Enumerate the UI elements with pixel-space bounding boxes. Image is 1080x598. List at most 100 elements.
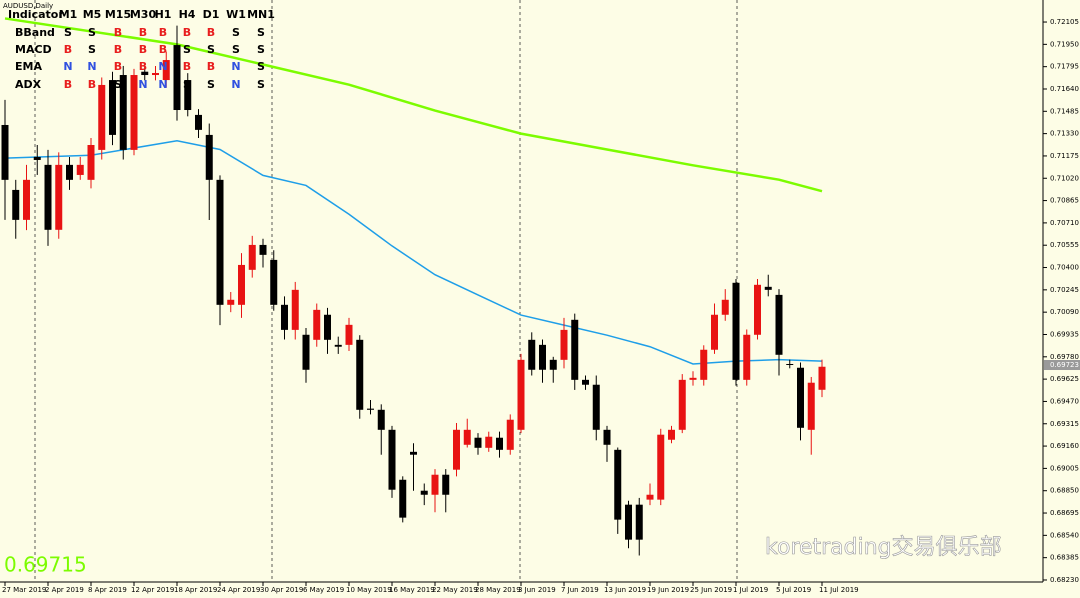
signal: B [207,26,215,39]
signal: S [183,78,191,91]
indicator-name: MACD [15,43,52,56]
candle-body [818,366,826,390]
y-tick-label: 0.70400 [1050,264,1079,272]
candle-body [625,504,632,540]
candle-body [98,84,106,150]
signal: N [158,60,167,73]
candle-body [87,144,95,180]
candle-body [162,60,170,81]
signal: S [257,60,265,73]
candle-body [238,264,245,305]
x-tick-label: 3 Jun 2019 [518,586,556,594]
candle-body [582,379,589,385]
indicator-name: ADX [15,78,42,91]
signal: B [114,26,122,39]
candle-body [592,384,600,430]
candle-body [689,377,697,380]
y-tick-label: 0.69935 [1050,330,1079,338]
signal: B [88,78,96,91]
candle-body [367,408,374,410]
candle-body [55,164,63,230]
candle-body [463,429,471,445]
y-tick-label: 0.70555 [1050,241,1079,249]
candle-body [743,334,751,380]
candle-body [517,359,525,430]
signal: S [207,43,215,56]
candle-body [549,359,557,370]
x-tick-label: 1 Jul 2019 [733,586,768,594]
signal: S [88,43,96,56]
x-tick-label: 13 Jun 2019 [604,586,646,594]
y-tick-label: 0.69315 [1050,420,1079,428]
candle-body [807,382,815,430]
signal: S [88,26,96,39]
signal: N [231,60,240,73]
candle-body [754,284,761,335]
y-tick-label: 0.71330 [1050,130,1079,138]
candle-body [1,124,9,180]
signal: B [183,26,191,39]
signal: S [183,43,191,56]
candle-body [711,314,718,350]
candle-body [786,364,794,366]
x-tick-label: 22 May 2019 [432,586,478,594]
x-tick-label: 25 Jun 2019 [690,586,732,594]
y-tick-label: 0.69005 [1050,464,1079,472]
candle-body [324,314,331,340]
signal: B [207,60,215,73]
y-tick-label: 0.69470 [1050,397,1079,405]
candle-body [539,344,546,370]
y-tick-label: 0.69160 [1050,442,1079,450]
signal: B [114,43,122,56]
last-price-box [1044,360,1080,371]
x-tick-label: 12 Apr 2019 [131,586,174,594]
table-header: MN1 [247,8,275,21]
y-tick-label: 0.71640 [1050,85,1079,93]
candle-body [646,494,654,500]
candle-body [410,451,417,455]
candle-body [184,80,192,111]
y-tick-label: 0.68385 [1050,554,1079,562]
moving-average [4,17,823,193]
x-tick-label: 30 Apr 2019 [260,586,303,594]
indicator-name: EMA [15,60,42,73]
x-tick-label: 2 Apr 2019 [45,586,84,594]
candle-body [721,299,729,315]
candle-body [377,409,385,430]
signal: B [114,60,122,73]
candle-body [281,304,288,330]
y-tick-label: 0.69780 [1050,353,1079,361]
candle-body [431,474,439,495]
y-tick-label: 0.71175 [1050,152,1079,160]
candle-body [732,282,740,380]
y-tick-label: 0.68695 [1050,509,1079,517]
table-header: M30 [130,8,157,21]
table-header: M15 [105,8,131,21]
y-tick-label: 0.68850 [1050,487,1079,495]
signal: N [138,78,147,91]
watermark: koretrading交易俱乐部 [765,535,1002,560]
candle-body [657,434,665,500]
candle-body [66,164,73,180]
candle-body [635,504,643,540]
last-price-label: 0.69723 [1050,361,1079,369]
candle-body [399,479,407,518]
candle-body [764,286,772,290]
candle-body [109,80,116,135]
candle-body [571,319,579,380]
x-tick-label: 6 May 2019 [303,586,344,594]
signal: B [64,78,72,91]
candle-body [44,164,52,230]
x-tick-label: 7 Jun 2019 [561,586,599,594]
candle-body [23,179,30,220]
x-tick-label: 16 May 2019 [389,586,435,594]
y-tick-label: 0.70090 [1050,308,1079,316]
signal: B [159,26,167,39]
candle-body [506,419,514,450]
x-tick-label: 11 Jul 2019 [819,586,859,594]
candle-body [420,490,428,495]
symbol-label: AUDUSD,Daily [3,2,53,10]
signal: S [257,26,265,39]
x-tick-label: 27 Mar 2019 [2,586,46,594]
